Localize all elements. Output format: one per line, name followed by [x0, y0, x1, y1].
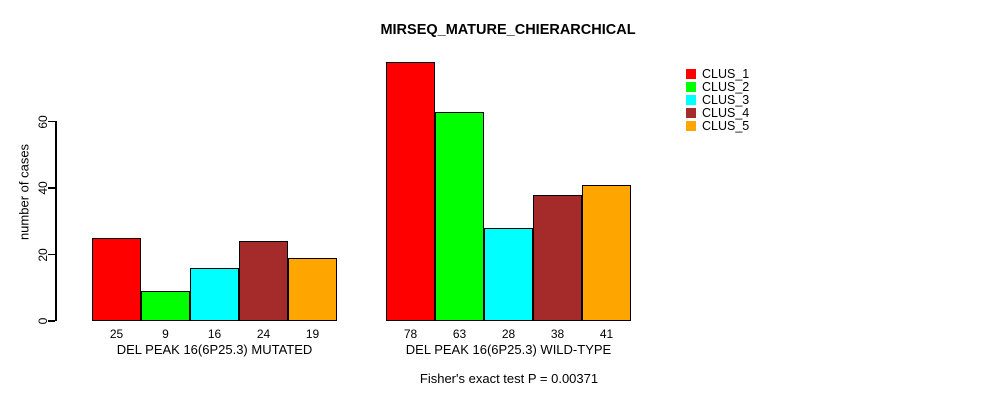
- legend-swatch-icon: [686, 120, 696, 131]
- y-axis-label: number of cases: [16, 143, 32, 241]
- bar-value-label: 78: [403, 327, 418, 341]
- bar-value-label: 16: [207, 327, 222, 341]
- bar-value-label: 19: [305, 327, 320, 341]
- bar-clus_1-group2: [386, 61, 435, 321]
- caption-text: Fisher's exact test P = 0.00371: [419, 371, 599, 386]
- y-tick-mark: [48, 187, 55, 189]
- y-tick-label: 40: [36, 181, 50, 195]
- group-label-1: DEL PEAK 16(6P25.3) MUTATED: [116, 342, 313, 357]
- legend-label: CLUS_4: [702, 105, 750, 120]
- bar-clus_4-group2: [533, 194, 582, 321]
- legend-entry-clus_1: CLUS_1: [686, 66, 750, 81]
- bar-clus_3-group1: [190, 267, 239, 321]
- group-label-2: DEL PEAK 16(6P25.3) WILD-TYPE: [405, 342, 612, 357]
- y-tick-label: 20: [36, 247, 50, 262]
- bar-value-label: 25: [109, 327, 124, 341]
- legend-entry-clus_4: CLUS_4: [686, 105, 750, 120]
- bar-value-label: 63: [452, 327, 467, 341]
- legend-entry-clus_2: CLUS_2: [686, 79, 750, 94]
- legend-entry-clus_5: CLUS_5: [686, 118, 750, 133]
- y-tick-mark: [48, 320, 55, 322]
- legend-label: CLUS_2: [702, 79, 750, 94]
- bar-clus_2-group1: [141, 291, 190, 321]
- bar-clus_4-group1: [239, 241, 288, 321]
- bar-clus_3-group2: [484, 227, 533, 321]
- legend-label: CLUS_1: [702, 66, 750, 81]
- y-tick-label: 0: [36, 317, 50, 325]
- legend-label: CLUS_3: [702, 92, 750, 107]
- legend-entry-clus_3: CLUS_3: [686, 92, 750, 107]
- legend-swatch-icon: [686, 94, 696, 105]
- bar-clus_1-group1: [92, 237, 141, 321]
- bar-value-label: 28: [501, 327, 516, 341]
- y-tick-label: 60: [36, 115, 50, 129]
- bar-value-label: 24: [256, 327, 271, 341]
- y-tick-mark: [48, 253, 55, 256]
- bar-clus_2-group2: [435, 111, 484, 321]
- legend-swatch-icon: [686, 81, 696, 92]
- chart-title: MIRSEQ_MATURE_CHIERARCHICAL: [380, 22, 636, 38]
- bar-value-label: 38: [550, 327, 565, 341]
- bar-value-label: 9: [162, 327, 169, 341]
- legend-swatch-icon: [686, 107, 696, 118]
- y-axis-line: [55, 121, 57, 321]
- legend: CLUS_1 CLUS_2 CLUS_3 CLUS_4 CLUS_5: [686, 66, 750, 133]
- legend-swatch-icon: [686, 68, 696, 79]
- bar-clus_5-group1: [288, 257, 337, 321]
- bar-clus_5-group2: [582, 184, 631, 321]
- bar-value-label: 41: [599, 327, 614, 341]
- y-tick-mark: [48, 120, 55, 123]
- legend-label: CLUS_5: [702, 118, 750, 133]
